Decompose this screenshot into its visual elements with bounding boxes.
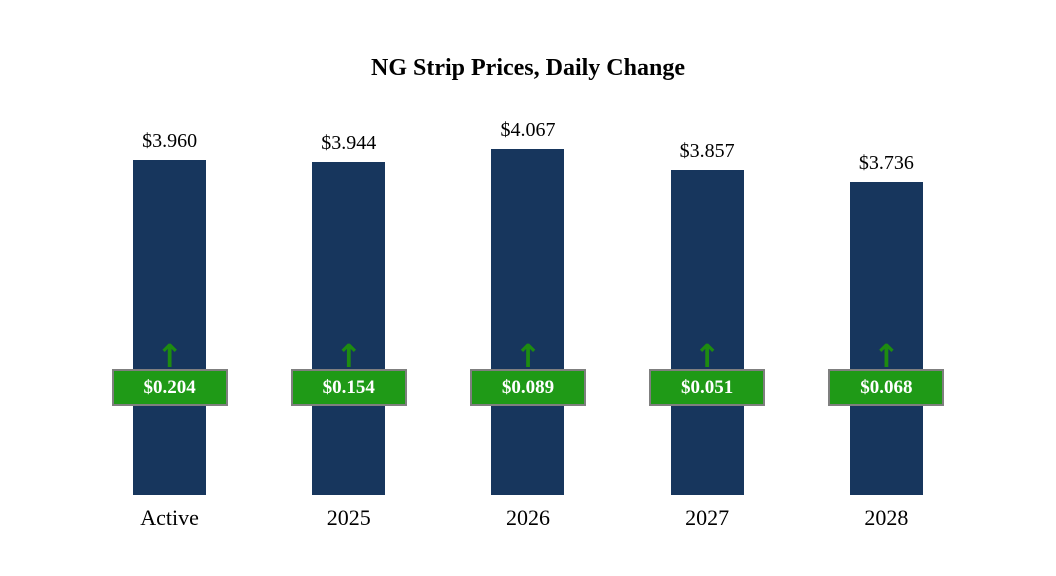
change-badge: $0.051 xyxy=(649,369,766,406)
x-axis-label: 2025 xyxy=(326,505,371,530)
chart-column: $3.857 ↑ $0.051 2027 xyxy=(618,110,797,531)
chart-column: $4.067 ↑ $0.089 2026 xyxy=(438,110,617,531)
x-axis-label: 2027 xyxy=(685,505,730,530)
x-axis-label: 2026 xyxy=(505,505,550,530)
price-label: $3.960 xyxy=(142,130,198,152)
bar-area: $3.736 ↑ $0.068 xyxy=(797,110,976,495)
price-label: $4.067 xyxy=(500,119,556,142)
chart-column: $3.944 ↑ $0.154 2025 xyxy=(259,110,438,531)
chart-column: $3.960 ↑ $0.204 Active xyxy=(80,110,259,531)
x-axis-label: 2028 xyxy=(864,505,909,530)
bar xyxy=(491,149,565,495)
x-axis-label: Active xyxy=(140,505,199,530)
bar xyxy=(670,170,744,495)
price-label: $3.857 xyxy=(679,140,735,163)
change-badge: $0.154 xyxy=(290,369,407,406)
price-label: $3.944 xyxy=(321,131,377,154)
change-badge: $0.089 xyxy=(469,369,586,406)
bar xyxy=(312,161,386,495)
chart-title: NG Strip Prices, Daily Change xyxy=(371,55,685,81)
bar-area: $3.960 ↑ $0.204 xyxy=(80,110,259,495)
bar-area: $3.857 ↑ $0.051 xyxy=(618,110,797,495)
price-label: $3.736 xyxy=(858,152,914,175)
bar xyxy=(849,182,923,495)
bar-area: $3.944 ↑ $0.154 xyxy=(259,110,438,495)
bar xyxy=(133,160,207,495)
bar-area: $4.067 ↑ $0.089 xyxy=(438,110,617,495)
chart-column: $3.736 ↑ $0.068 2028 xyxy=(797,110,976,531)
change-badge: $0.204 xyxy=(111,369,228,406)
change-badge: $0.068 xyxy=(828,369,945,406)
bar-chart: $3.960 ↑ $0.204 Active $3.944 ↑ $0.154 2… xyxy=(80,110,976,531)
